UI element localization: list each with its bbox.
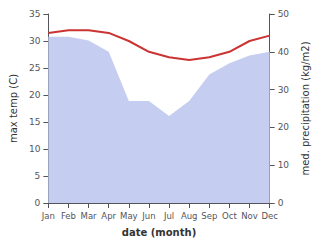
svg-text:Apr: Apr xyxy=(101,211,116,221)
svg-text:Jun: Jun xyxy=(141,211,155,221)
svg-text:20: 20 xyxy=(278,122,290,132)
svg-text:10: 10 xyxy=(278,160,290,170)
svg-text:0: 0 xyxy=(35,198,41,208)
svg-text:30: 30 xyxy=(278,85,290,95)
svg-text:Aug: Aug xyxy=(181,211,198,221)
svg-text:Jan: Jan xyxy=(41,211,55,221)
svg-text:Jul: Jul xyxy=(163,211,174,221)
svg-text:5: 5 xyxy=(35,171,41,181)
svg-text:max temp (C): max temp (C) xyxy=(8,74,19,143)
svg-text:0: 0 xyxy=(278,198,284,208)
svg-text:Nov: Nov xyxy=(241,211,258,221)
svg-text:25: 25 xyxy=(29,63,40,73)
svg-text:Feb: Feb xyxy=(61,211,76,221)
svg-text:30: 30 xyxy=(29,36,41,46)
svg-text:35: 35 xyxy=(29,9,40,19)
svg-text:50: 50 xyxy=(278,9,290,19)
svg-text:date (month): date (month) xyxy=(122,227,196,238)
svg-text:May: May xyxy=(120,211,138,221)
svg-text:20: 20 xyxy=(29,90,41,100)
svg-text:Dec: Dec xyxy=(261,211,278,221)
svg-text:Mar: Mar xyxy=(81,211,98,221)
svg-text:10: 10 xyxy=(29,144,41,154)
svg-text:med. precipitation (kg/m2): med. precipitation (kg/m2) xyxy=(300,41,311,175)
svg-text:Oct: Oct xyxy=(222,211,237,221)
svg-text:40: 40 xyxy=(278,47,290,57)
svg-text:15: 15 xyxy=(29,117,40,127)
svg-text:Sep: Sep xyxy=(201,211,217,221)
